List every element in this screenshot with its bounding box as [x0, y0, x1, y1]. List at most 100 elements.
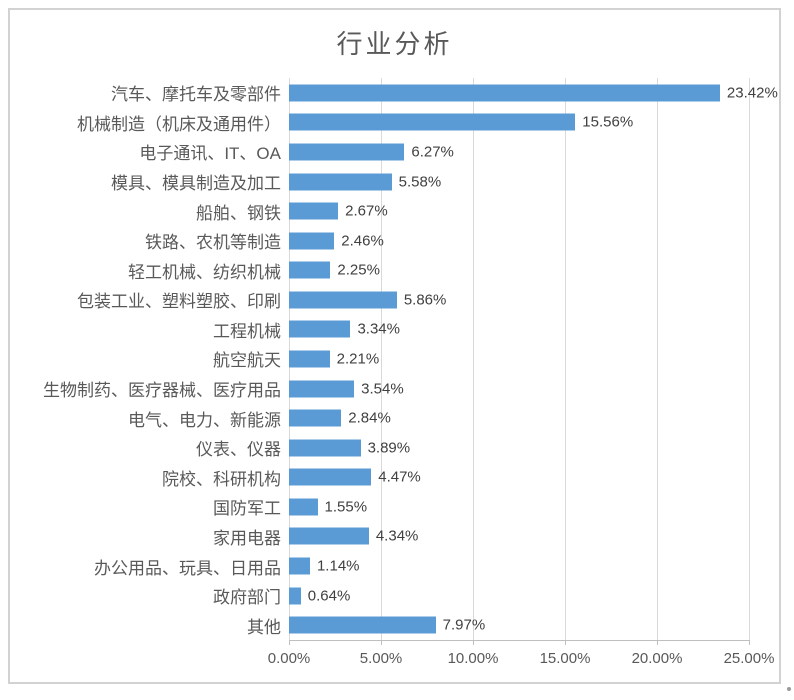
bar: [289, 202, 339, 220]
category-label: 船舶、钢铁: [196, 203, 281, 223]
x-tick-label: 10.00%: [447, 650, 499, 667]
bar: [289, 527, 369, 545]
value-label: 4.47%: [378, 468, 421, 486]
bar: [289, 350, 330, 368]
category-label: 院校、科研机构: [162, 469, 281, 489]
bar: [289, 380, 355, 398]
bar-row: 电子通讯、IT、OA 6.27%: [10, 137, 749, 167]
bar-track: 6.27%: [289, 137, 749, 167]
chart-frame: 行业分析 汽车、摩托车及零部件 23.42% 机械制造（机床及通用件） 15.56% 电…: [8, 8, 781, 684]
value-label: 5.58%: [398, 173, 442, 191]
bar-track: 23.42%: [289, 78, 778, 108]
bar-row: 船舶、钢铁 2.67%: [10, 196, 749, 226]
bar-row: 家用电器 4.34%: [10, 522, 749, 552]
bar-row: 电气、电力、新能源 2.84%: [10, 403, 749, 433]
gridline: [565, 78, 566, 640]
bar: [289, 320, 351, 338]
bar-track: 1.55%: [289, 492, 749, 522]
plot-area: 汽车、摩托车及零部件 23.42% 机械制造（机床及通用件） 15.56% 电子通讯、I…: [10, 78, 779, 682]
bar-row: 铁路、农机等制造 2.46%: [10, 226, 749, 256]
value-label: 3.54%: [361, 380, 404, 398]
bar: [289, 84, 720, 102]
bar-track: 0.64%: [289, 581, 749, 611]
axis-tick: [381, 640, 382, 645]
bar-track: 1.14%: [289, 551, 749, 581]
bar: [289, 232, 335, 250]
bar-rows: 汽车、摩托车及零部件 23.42% 机械制造（机床及通用件） 15.56% 电子通讯、I…: [10, 78, 778, 640]
value-label: 3.34%: [357, 320, 400, 338]
value-label: 1.14%: [316, 557, 360, 575]
category-label: 家用电器: [213, 528, 281, 548]
value-label: 3.89%: [367, 439, 411, 457]
bar: [289, 498, 318, 516]
category-label: 生物制药、医疗器械、医疗用品: [43, 381, 281, 401]
bar: [289, 143, 405, 161]
bar-track: 2.67%: [289, 196, 749, 226]
bar-row: 仪表、仪器 3.89%: [10, 433, 749, 463]
bar: [289, 409, 342, 427]
bar-track: 4.47%: [289, 463, 749, 493]
bar-row: 航空航天 2.21%: [10, 344, 749, 374]
axis-tick: [289, 640, 290, 645]
bar-row: 生物制药、医疗器械、医疗用品 3.54%: [10, 374, 749, 404]
bar-row: 工程机械 3.34%: [10, 315, 749, 345]
bar-track: 5.86%: [289, 285, 749, 315]
category-label: 汽车、摩托车及零部件: [111, 85, 281, 105]
axis-tick: [749, 640, 750, 645]
x-tick-label: 5.00%: [359, 650, 403, 667]
value-label: 15.56%: [582, 113, 634, 131]
bar-row: 汽车、摩托车及零部件 23.42%: [10, 78, 778, 108]
category-label: 模具、模具制造及加工: [111, 174, 281, 194]
gridline: [473, 78, 474, 640]
category-label: 机械制造（机床及通用件）: [77, 114, 281, 134]
category-label: 电子通讯、IT、OA: [139, 144, 281, 164]
bar: [289, 173, 392, 191]
category-label: 仪表、仪器: [196, 440, 281, 460]
x-tick-label: 20.00%: [631, 650, 683, 667]
category-label: 铁路、农机等制造: [145, 233, 281, 253]
category-label: 航空航天: [213, 351, 281, 371]
gridline: [749, 78, 750, 640]
bar-track: 2.84%: [289, 403, 749, 433]
bar: [289, 616, 436, 634]
bar-row: 模具、模具制造及加工 5.58%: [10, 167, 749, 197]
bar: [289, 291, 397, 309]
bar-track: 3.34%: [289, 315, 749, 345]
bar-track: 2.21%: [289, 344, 749, 374]
bar-row: 轻工机械、纺织机械 2.25%: [10, 255, 749, 285]
category-label: 工程机械: [213, 321, 281, 341]
value-label: 1.55%: [324, 498, 368, 516]
value-label: 4.34%: [375, 527, 419, 545]
bar-row: 办公用品、玩具、日用品 1.14%: [10, 551, 749, 581]
category-label: 其他: [247, 617, 281, 637]
value-label: 2.46%: [341, 232, 384, 250]
axis-tick: [657, 640, 658, 645]
value-label: 2.67%: [345, 202, 388, 220]
category-label: 轻工机械、纺织机械: [128, 262, 281, 282]
bar-row: 包装工业、塑料塑胶、印刷 5.86%: [10, 285, 749, 315]
category-label: 国防军工: [213, 499, 281, 519]
axis-tick: [565, 640, 566, 645]
bar-track: 4.34%: [289, 522, 749, 552]
bar-track: 7.97%: [289, 610, 749, 640]
bar: [289, 468, 372, 486]
x-tick-label: 0.00%: [267, 650, 311, 667]
bar-track: 2.46%: [289, 226, 749, 256]
bar-track: 3.89%: [289, 433, 749, 463]
bar-row: 机械制造（机床及通用件） 15.56%: [10, 108, 749, 138]
value-label: 6.27%: [411, 143, 454, 161]
x-axis: 0.00% 5.00% 10.00% 15.00% 20.00% 25.00%: [268, 650, 775, 674]
gridline: [381, 78, 382, 640]
value-label: 0.64%: [307, 587, 351, 605]
bar: [289, 113, 576, 131]
value-label: 5.86%: [403, 291, 447, 309]
bar-row: 国防军工 1.55%: [10, 492, 749, 522]
stray-mark: [787, 687, 791, 691]
bar: [289, 587, 301, 605]
category-label: 政府部门: [213, 588, 281, 608]
bar-row: 其他 7.97%: [10, 610, 749, 640]
bar-track: 15.56%: [289, 108, 749, 138]
bar-row: 政府部门 0.64%: [10, 581, 749, 611]
value-label: 2.25%: [337, 261, 380, 279]
